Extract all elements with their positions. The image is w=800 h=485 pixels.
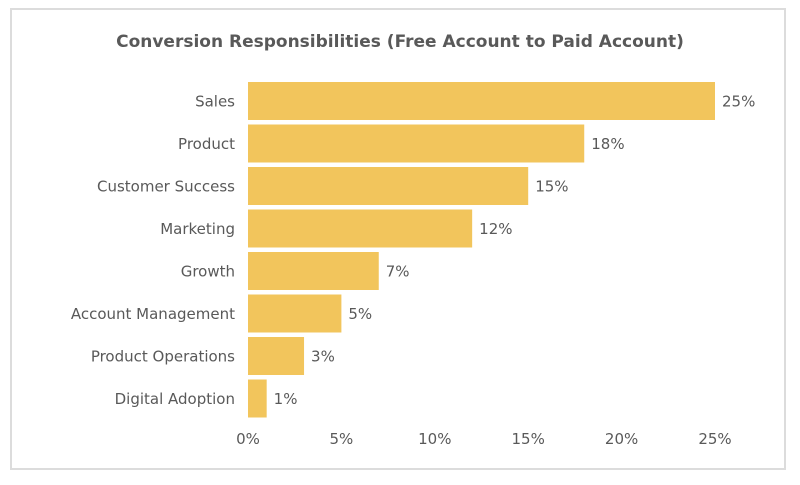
bar-2 bbox=[248, 167, 529, 205]
bar-3 bbox=[248, 209, 473, 248]
data-label: 7% bbox=[386, 263, 410, 281]
category-label: Product Operations bbox=[91, 348, 235, 366]
data-label: 1% bbox=[274, 390, 298, 408]
x-tick-label: 25% bbox=[698, 430, 731, 448]
category-label: Growth bbox=[181, 263, 235, 281]
bar-7 bbox=[248, 379, 267, 418]
data-label: 25% bbox=[722, 93, 755, 111]
x-tick-label: 5% bbox=[330, 430, 354, 448]
data-label: 5% bbox=[348, 305, 372, 323]
data-label: 3% bbox=[311, 348, 335, 366]
x-tick-label: 10% bbox=[418, 430, 451, 448]
data-label: 18% bbox=[591, 135, 624, 153]
category-label: Digital Adoption bbox=[115, 390, 235, 408]
x-tick-label: 0% bbox=[236, 430, 260, 448]
data-label: 15% bbox=[535, 178, 568, 196]
bar-5 bbox=[248, 294, 342, 333]
x-tick-label: 15% bbox=[512, 430, 545, 448]
x-tick-label: 20% bbox=[605, 430, 638, 448]
bar-4 bbox=[248, 252, 379, 290]
bar-1 bbox=[248, 124, 585, 163]
bar-0 bbox=[248, 82, 715, 120]
chart-title: Conversion Responsibilities (Free Accoun… bbox=[116, 32, 684, 52]
data-label: 12% bbox=[479, 220, 512, 238]
category-label: Marketing bbox=[160, 220, 235, 238]
category-label: Customer Success bbox=[97, 178, 235, 196]
bar-6 bbox=[248, 337, 305, 375]
category-label: Product bbox=[178, 135, 235, 153]
category-label: Account Management bbox=[71, 305, 235, 323]
category-label: Sales bbox=[195, 93, 235, 111]
